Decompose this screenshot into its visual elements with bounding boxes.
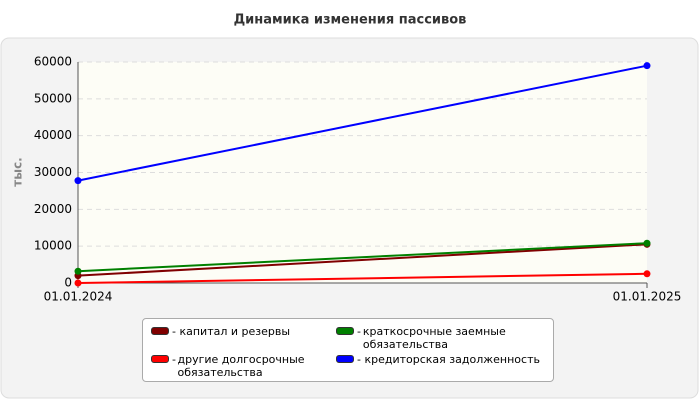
legend-dash: - [172, 353, 176, 379]
legend-item: - краткосрочные заемные обязательства [336, 325, 546, 351]
y-tick-label: 20000 [34, 202, 72, 216]
legend-item: - капитал и резервы [151, 325, 336, 351]
series-line [77, 242, 648, 273]
legend-item: - кредиторская задолженность [336, 353, 546, 379]
legend-dash: - [172, 325, 180, 338]
y-tick-label: 30000 [34, 165, 72, 179]
point [74, 177, 82, 185]
legend-label: кредиторская задолженность [364, 353, 540, 366]
legend-dash: - [357, 353, 365, 366]
y-tick-label: 10000 [34, 239, 72, 253]
point [643, 62, 651, 70]
legend-label: капитал и резервы [179, 325, 291, 338]
series-line [77, 272, 648, 284]
legend-dash: - [357, 325, 361, 351]
point [74, 279, 82, 287]
legend-item: - другие долгосрочные обязательства [151, 353, 336, 379]
legend-swatch [336, 327, 354, 335]
legend-swatch [151, 327, 169, 335]
series-line [77, 64, 648, 182]
y-tick-label: 0 [64, 276, 72, 290]
y-tick-label: 50000 [34, 91, 72, 105]
legend-label: другие долгосрочные обязательства [177, 353, 305, 379]
legend-swatch [336, 355, 354, 363]
y-tick-label: 60000 [34, 55, 72, 69]
y-label: тыс. [11, 157, 25, 186]
chart-title: Динамика изменения пассивов [234, 13, 467, 28]
legend-label: краткосрочные заемные обязательства [362, 325, 506, 351]
point [643, 270, 651, 278]
series-line [77, 243, 648, 277]
point [74, 267, 82, 275]
x-tick-label: 01.01.2025 [613, 290, 682, 304]
point [643, 239, 651, 247]
legend-swatch [151, 355, 169, 363]
legend: - капитал и резервы - другие долгосрочные… [142, 318, 554, 382]
y-tick-label: 40000 [34, 128, 72, 142]
x-tick-label: 01.01.2024 [44, 290, 113, 304]
